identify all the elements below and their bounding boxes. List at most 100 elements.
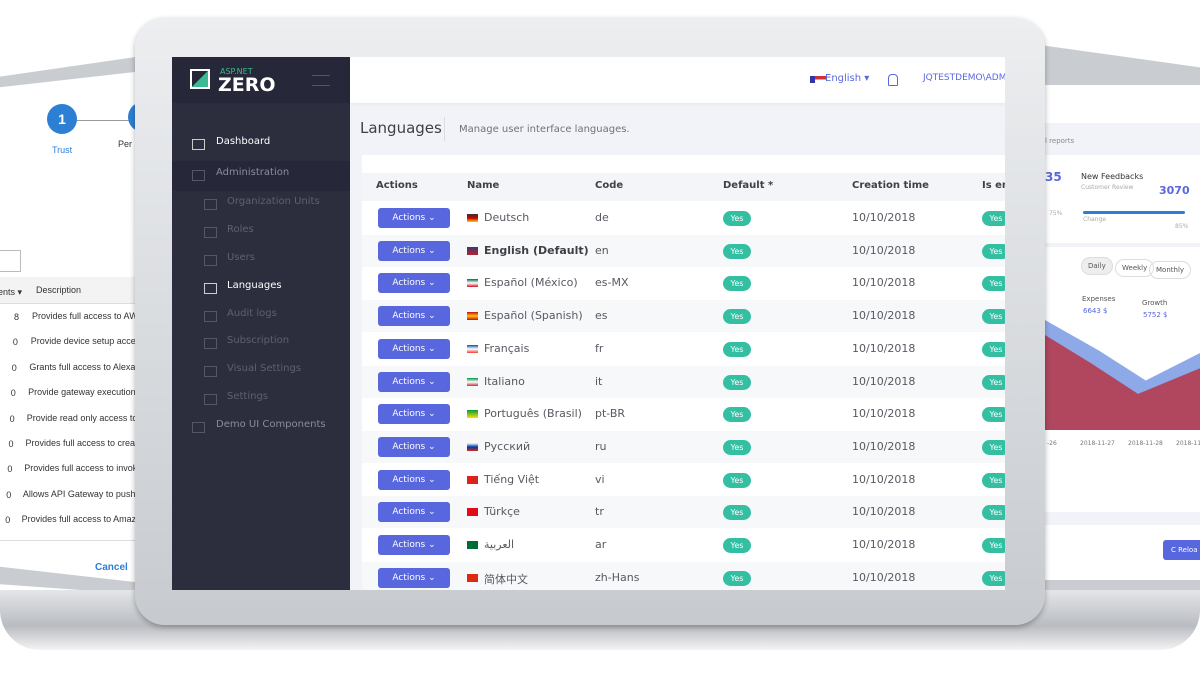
column-header: Default * — [723, 180, 774, 191]
row-desc: Provides full access to AWS — [32, 311, 135, 321]
default-badge: Yes — [723, 243, 751, 259]
actions-btn[interactable]: Actions ⌄ — [378, 208, 450, 228]
footer-line — [0, 540, 135, 541]
menu-group-bg[interactable] — [172, 161, 350, 191]
enabled-badge: Yes — [982, 374, 1005, 390]
row-desc: Grants full access to AlexaFo — [29, 361, 135, 372]
period-tab[interactable]: Monthly — [1149, 261, 1192, 279]
menu-item[interactable]: Roles — [227, 224, 254, 235]
menu-toggle[interactable] — [312, 75, 330, 86]
menu-icon[interactable] — [204, 199, 217, 210]
menu-icon[interactable] — [204, 394, 217, 405]
actions-btn[interactable]: Actions ⌄ — [378, 535, 450, 555]
menu-icon[interactable] — [192, 422, 205, 433]
language-code: fr — [595, 341, 604, 355]
creation-time: 10/10/2018 — [852, 472, 916, 486]
feedback-title: New Feedbacks — [1081, 172, 1144, 181]
period-tab[interactable]: Daily — [1081, 257, 1113, 275]
row-count: 0 — [9, 413, 15, 424]
actions-btn[interactable]: Actions ⌄ — [378, 469, 450, 490]
menu-item[interactable]: Dashboard — [216, 136, 271, 147]
row-desc: Provides full access to create/ — [25, 438, 136, 448]
menu-item[interactable]: Organization Units — [227, 196, 320, 207]
language-name: Español (México) — [484, 276, 578, 290]
menu-item[interactable]: Audit logs — [227, 308, 277, 319]
default-badge: Yes — [723, 211, 751, 226]
row-desc: Provides full access to Amazon — [21, 514, 135, 525]
actions-btn[interactable]: Actions ⌄ — [378, 404, 450, 425]
menu-icon[interactable] — [192, 139, 205, 150]
step-label: Per — [118, 139, 133, 149]
column-header: Creation time — [852, 180, 929, 191]
row-count: 0 — [7, 464, 13, 475]
row-count: 0 — [10, 388, 16, 399]
flag-icon — [810, 76, 826, 83]
flag — [467, 312, 478, 321]
menu-icon[interactable] — [204, 283, 217, 294]
enabled-badge: Yes — [982, 439, 1005, 455]
row-desc: Provide read only access to A — [26, 412, 135, 423]
menu-item[interactable]: Demo UI Components — [216, 419, 326, 430]
actions-btn[interactable]: Actions ⌄ — [378, 567, 450, 588]
default-badge: Yes — [723, 439, 751, 455]
grid-header: Description — [36, 285, 82, 295]
user-name[interactable]: JQTESTDEMO\ADMI — [923, 73, 1005, 83]
menu-item[interactable]: Visual Settings — [227, 363, 302, 374]
menu-icon[interactable] — [204, 338, 217, 349]
actions-btn[interactable]: Actions ⌄ — [378, 502, 450, 523]
row-count: 0 — [11, 362, 17, 373]
menu-item[interactable]: Administration — [216, 167, 290, 178]
menu-item[interactable]: Settings — [227, 391, 269, 402]
menu-icon[interactable] — [192, 170, 205, 181]
step-line — [62, 120, 132, 121]
enabled-badge: Yes — [982, 243, 1005, 259]
language-select[interactable]: English ▾ — [825, 73, 870, 84]
creation-time: 10/10/2018 — [852, 570, 916, 584]
language-name: Русский — [484, 439, 531, 453]
menu-icon[interactable] — [204, 227, 217, 238]
expenses-value: 6643 $ — [1083, 307, 1108, 315]
row-count: 0 — [6, 489, 12, 500]
enabled-badge: Yes — [982, 341, 1005, 357]
enabled-badge: Yes — [982, 505, 1005, 521]
menu-icon[interactable] — [204, 311, 217, 322]
step-label: Trust — [52, 145, 73, 155]
menu-item[interactable]: Languages — [227, 280, 282, 291]
menu-icon[interactable] — [204, 366, 217, 377]
language-code: de — [595, 211, 609, 224]
menu-icon[interactable] — [204, 255, 217, 266]
notification-bell[interactable] — [888, 74, 898, 86]
column-header: Name — [467, 180, 500, 191]
default-badge: Yes — [723, 374, 751, 390]
actions-btn[interactable]: Actions ⌄ — [378, 338, 450, 359]
panel-bg — [1045, 85, 1200, 123]
table-head-bg[interactable] — [362, 173, 1005, 201]
enabled-badge: Yes — [982, 407, 1005, 423]
menu-item[interactable]: Subscription — [227, 335, 290, 346]
default-badge: Yes — [723, 309, 751, 325]
row-desc: Provides full access to invoke — [24, 463, 135, 474]
row-desc: Provide gateway execution ac — [28, 387, 135, 398]
language-name: العربية — [484, 538, 515, 551]
actions-btn[interactable]: Actions ⌄ — [378, 273, 450, 294]
actions-btn[interactable]: Actions ⌄ — [378, 240, 450, 261]
reload-btn[interactable]: C Reloa — [1163, 540, 1200, 560]
creation-time: 10/10/2018 — [852, 374, 916, 388]
menu-item[interactable]: Users — [227, 252, 256, 263]
actions-btn[interactable]: Actions ⌄ — [378, 371, 450, 392]
creation-time: 10/10/2018 — [852, 505, 916, 519]
creation-time: 10/10/2018 — [852, 211, 916, 224]
step-circle: 1 — [47, 104, 77, 134]
language-name: Français — [484, 341, 530, 355]
growth-value: 5752 $ — [1143, 311, 1168, 319]
actions-btn[interactable]: Actions ⌄ — [378, 306, 450, 327]
language-code: es-MX — [595, 276, 629, 290]
language-code: ru — [595, 439, 607, 453]
step-circle-2 — [128, 102, 135, 132]
actions-btn[interactable]: Actions ⌄ — [378, 436, 450, 457]
cancel-btn[interactable]: Cancel — [95, 562, 128, 573]
page-subtitle: Manage user interface languages. — [459, 124, 630, 135]
creation-time: 10/10/2018 — [852, 407, 916, 421]
flag — [467, 508, 478, 517]
flag — [467, 573, 478, 582]
